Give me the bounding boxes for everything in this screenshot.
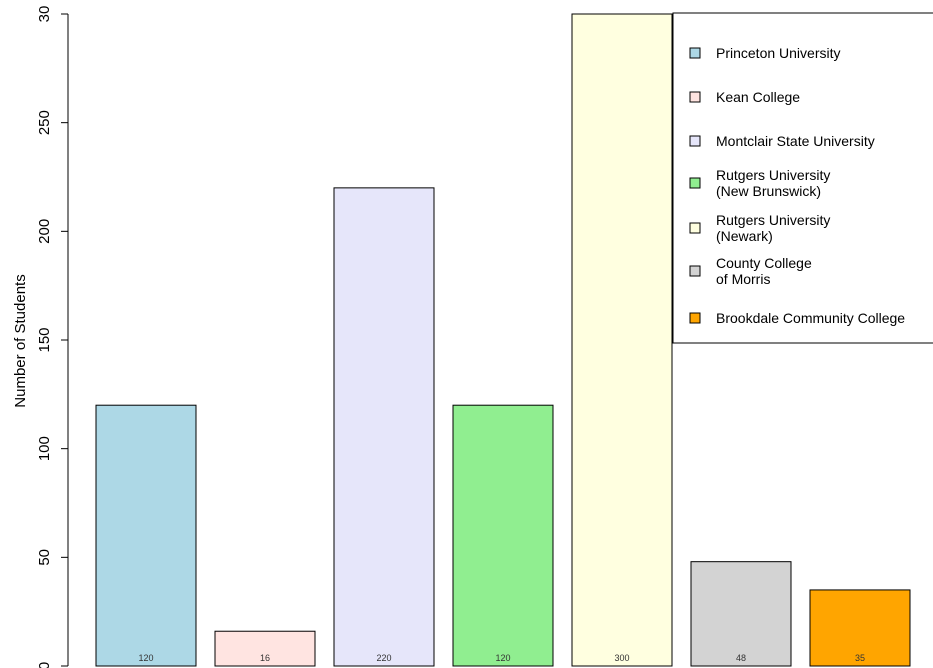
- legend-label: Kean College: [716, 89, 800, 105]
- bar: [214, 630, 316, 667]
- y-tick-label: 150: [36, 327, 53, 352]
- y-tick-label: 250: [36, 110, 53, 135]
- legend-label: Rutgers University: [716, 212, 830, 228]
- legend-label: County College: [716, 255, 812, 271]
- legend-swatch: [689, 91, 701, 103]
- legend-label: Brookdale Community College: [716, 310, 905, 326]
- legend-label: Princeton University: [716, 45, 841, 61]
- bar: [95, 404, 197, 667]
- y-axis-title: Number of Students: [12, 274, 29, 407]
- y-tick-label: 200: [36, 219, 53, 244]
- bar: [690, 561, 792, 667]
- legend-label: (Newark): [716, 228, 773, 244]
- bar: [571, 13, 673, 667]
- legend-label: Rutgers University: [716, 167, 830, 183]
- bar: [333, 187, 435, 667]
- y-tick-label: 50: [36, 549, 53, 566]
- legend-swatch: [689, 177, 701, 189]
- legend-label: of Morris: [716, 271, 770, 287]
- bar-value-label: 48: [736, 653, 746, 663]
- bar-value-label: 220: [376, 653, 391, 663]
- legend-label: (New Brunswick): [716, 183, 821, 199]
- y-axis: 0 50 100 150 200 250 30: [36, 6, 69, 668]
- legend-swatch: [689, 222, 701, 234]
- y-tick-label: 0: [36, 662, 53, 668]
- legend-swatch: [689, 135, 701, 147]
- legend-swatch: [689, 265, 701, 277]
- legend-label: Montclair State University: [716, 133, 875, 149]
- legend-box: [672, 12, 933, 344]
- bar-value-label: 16: [260, 653, 270, 663]
- bar: [809, 589, 911, 667]
- bars: 120 16 220 120 300 48 35: [95, 13, 911, 667]
- legend: Princeton University Kean College Montclai…: [672, 12, 933, 344]
- legend-swatch: [689, 312, 701, 324]
- bar-value-label: 120: [495, 653, 510, 663]
- bar-value-label: 120: [138, 653, 153, 663]
- legend-swatch: [689, 47, 701, 59]
- y-tick-label: 100: [36, 436, 53, 461]
- bar-value-label: 35: [855, 653, 865, 663]
- bar: [452, 404, 554, 667]
- bar-value-label: 300: [614, 653, 629, 663]
- y-tick-label: 30: [36, 6, 53, 23]
